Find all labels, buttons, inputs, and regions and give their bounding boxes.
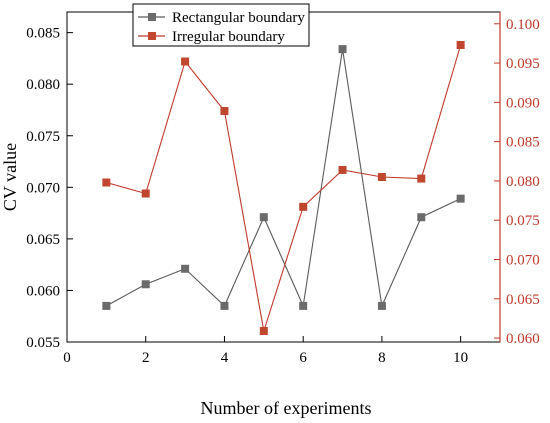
- left-y-tick-label-6: 0.085: [26, 26, 60, 42]
- right-y-tick-label-3: 0.075: [506, 213, 540, 229]
- x-tick-label-2: 4: [221, 350, 229, 366]
- x-tick-label-1: 2: [142, 350, 150, 366]
- left-y-tick-label-4: 0.075: [26, 129, 60, 145]
- point-rectangular-4: [220, 301, 229, 310]
- point-irregular-9: [417, 174, 426, 183]
- point-rectangular-1: [102, 301, 111, 310]
- point-rectangular-6: [299, 301, 308, 310]
- left-y-tick-label-5: 0.080: [26, 77, 60, 93]
- point-rectangular-3: [181, 264, 190, 273]
- x-axis-title: Number of experiments: [201, 398, 372, 418]
- point-irregular-10: [456, 41, 465, 49]
- legend: Rectangular boundary Irregular boundary: [132, 3, 310, 47]
- point-irregular-3: [181, 57, 190, 66]
- point-irregular-7: [338, 165, 347, 174]
- left-y-tick-label-3: 0.070: [26, 180, 60, 196]
- y-axis-title: CV value: [0, 143, 20, 211]
- left-y-tick-label-1: 0.060: [26, 283, 60, 299]
- right-y-tick-label-7: 0.095: [506, 56, 540, 72]
- right-y-tick-label-8: 0.100: [506, 17, 540, 33]
- series-layer: [102, 41, 465, 335]
- x-axis: 0 2 4 6 8 10: [63, 336, 468, 366]
- legend-label-rectangular: Rectangular boundary: [172, 10, 305, 26]
- left-y-tick-label-0: 0.055: [26, 335, 60, 351]
- point-rectangular-5: [259, 213, 268, 222]
- point-irregular-5: [259, 327, 268, 335]
- point-irregular-4: [220, 107, 229, 115]
- right-y-tick-label-0: 0.060: [506, 331, 540, 347]
- left-y-tick-label-2: 0.065: [26, 232, 60, 248]
- right-y-tick-label-4: 0.080: [506, 174, 540, 190]
- point-rectangular-9: [417, 213, 426, 222]
- point-irregular-2: [141, 189, 150, 198]
- right-y-tick-label-2: 0.070: [506, 253, 540, 269]
- right-y-tick-label-1: 0.065: [506, 292, 540, 308]
- point-rectangular-10: [456, 194, 465, 203]
- x-tick-label-4: 8: [378, 350, 386, 366]
- legend-marker-rectangular: [148, 13, 156, 21]
- legend-label-irregular: Irregular boundary: [172, 29, 285, 45]
- right-y-tick-label-5: 0.085: [506, 135, 540, 151]
- left-y-axis: 0.055 0.060 0.065 0.070 0.075 0.080 0.085: [26, 26, 73, 351]
- point-rectangular-2: [141, 280, 150, 289]
- plot-area: [66, 11, 501, 343]
- point-rectangular-7: [338, 45, 347, 54]
- series-line-rectangular: [106, 49, 461, 308]
- point-irregular-8: [377, 173, 386, 181]
- right-y-tick-label-6: 0.090: [506, 95, 540, 111]
- x-tick-label-5: 10: [453, 350, 468, 366]
- legend-box: [132, 3, 310, 47]
- x-tick-label-0: 0: [63, 350, 71, 366]
- legend-marker-irregular: [148, 32, 156, 40]
- right-y-axis: 0.060 0.065 0.070 0.075 0.080 0.085 0.090 0.095…: [494, 17, 540, 347]
- series-line-irregular: [106, 44, 462, 332]
- plot-frame: [66, 11, 501, 343]
- point-irregular-6: [299, 202, 308, 211]
- point-irregular-1: [102, 178, 111, 187]
- point-rectangular-8: [377, 301, 386, 310]
- x-tick-label-3: 6: [299, 350, 307, 366]
